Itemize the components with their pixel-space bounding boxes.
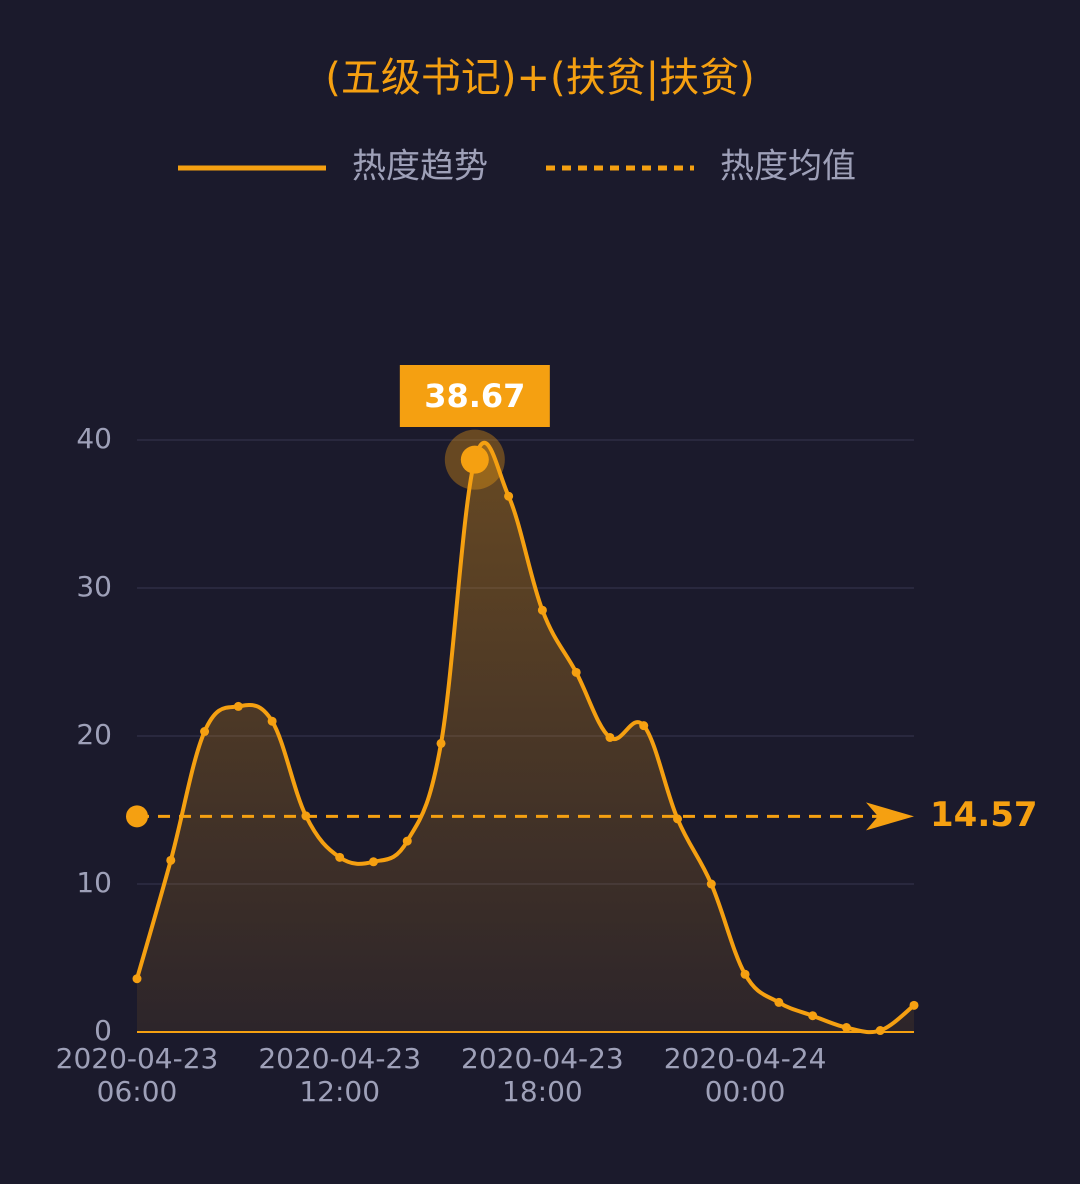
x-tick-label: 2020-04-23 12:00 [258, 1042, 421, 1108]
y-tick-label: 0 [94, 1014, 112, 1047]
point [200, 727, 210, 737]
x-tick-label-line: 18:00 [502, 1075, 583, 1108]
x-tick-label-line: 2020-04-23 [258, 1042, 421, 1075]
point [132, 974, 142, 984]
x-tick-label: 2020-04-23 06:00 [56, 1042, 219, 1108]
x-tick-label-line: 2020-04-23 [56, 1042, 219, 1075]
point [740, 969, 750, 979]
peak-label: 38.67 [424, 377, 525, 415]
point [267, 716, 277, 726]
point [436, 738, 446, 748]
y-tick-label: 40 [76, 422, 112, 455]
point [335, 852, 345, 862]
point [841, 1023, 851, 1033]
legend-label: 热度均值 [720, 147, 856, 187]
peak-point [460, 445, 489, 474]
x-tick-label-line: 2020-04-23 [461, 1042, 624, 1075]
x-tick-label: 2020-04-23 18:00 [461, 1042, 624, 1108]
legend-label: 热度趋势 [352, 147, 488, 187]
point [909, 1000, 919, 1010]
x-tick-label-line: 06:00 [97, 1075, 178, 1108]
x-tick-label: 2020-04-24 00:00 [664, 1042, 827, 1108]
point [875, 1026, 885, 1036]
y-tick-label: 10 [76, 866, 112, 899]
point [639, 721, 649, 731]
point [808, 1011, 818, 1021]
mean-arrow [866, 802, 914, 831]
point [571, 667, 581, 677]
point [402, 836, 412, 846]
point [504, 491, 514, 501]
mean-label: 14.57 [930, 795, 1038, 835]
point [605, 732, 615, 742]
line [135, 440, 916, 1035]
area [137, 442, 914, 1033]
x-tick-label-line: 2020-04-24 [664, 1042, 827, 1075]
point [537, 605, 547, 615]
point [368, 857, 378, 867]
chart-title: (五级书记)+(扶贫|扶贫) [325, 55, 754, 101]
point [673, 814, 683, 824]
point [706, 879, 716, 889]
x-tick-label-line: 00:00 [705, 1075, 786, 1108]
point [774, 997, 784, 1007]
x-tick-label-line: 12:00 [299, 1075, 380, 1108]
y-tick-label: 30 [76, 570, 112, 603]
peak-label-box [399, 365, 550, 427]
y-tick-label: 20 [76, 718, 112, 751]
point [166, 855, 176, 865]
point [233, 701, 243, 711]
mean-start [126, 805, 148, 828]
